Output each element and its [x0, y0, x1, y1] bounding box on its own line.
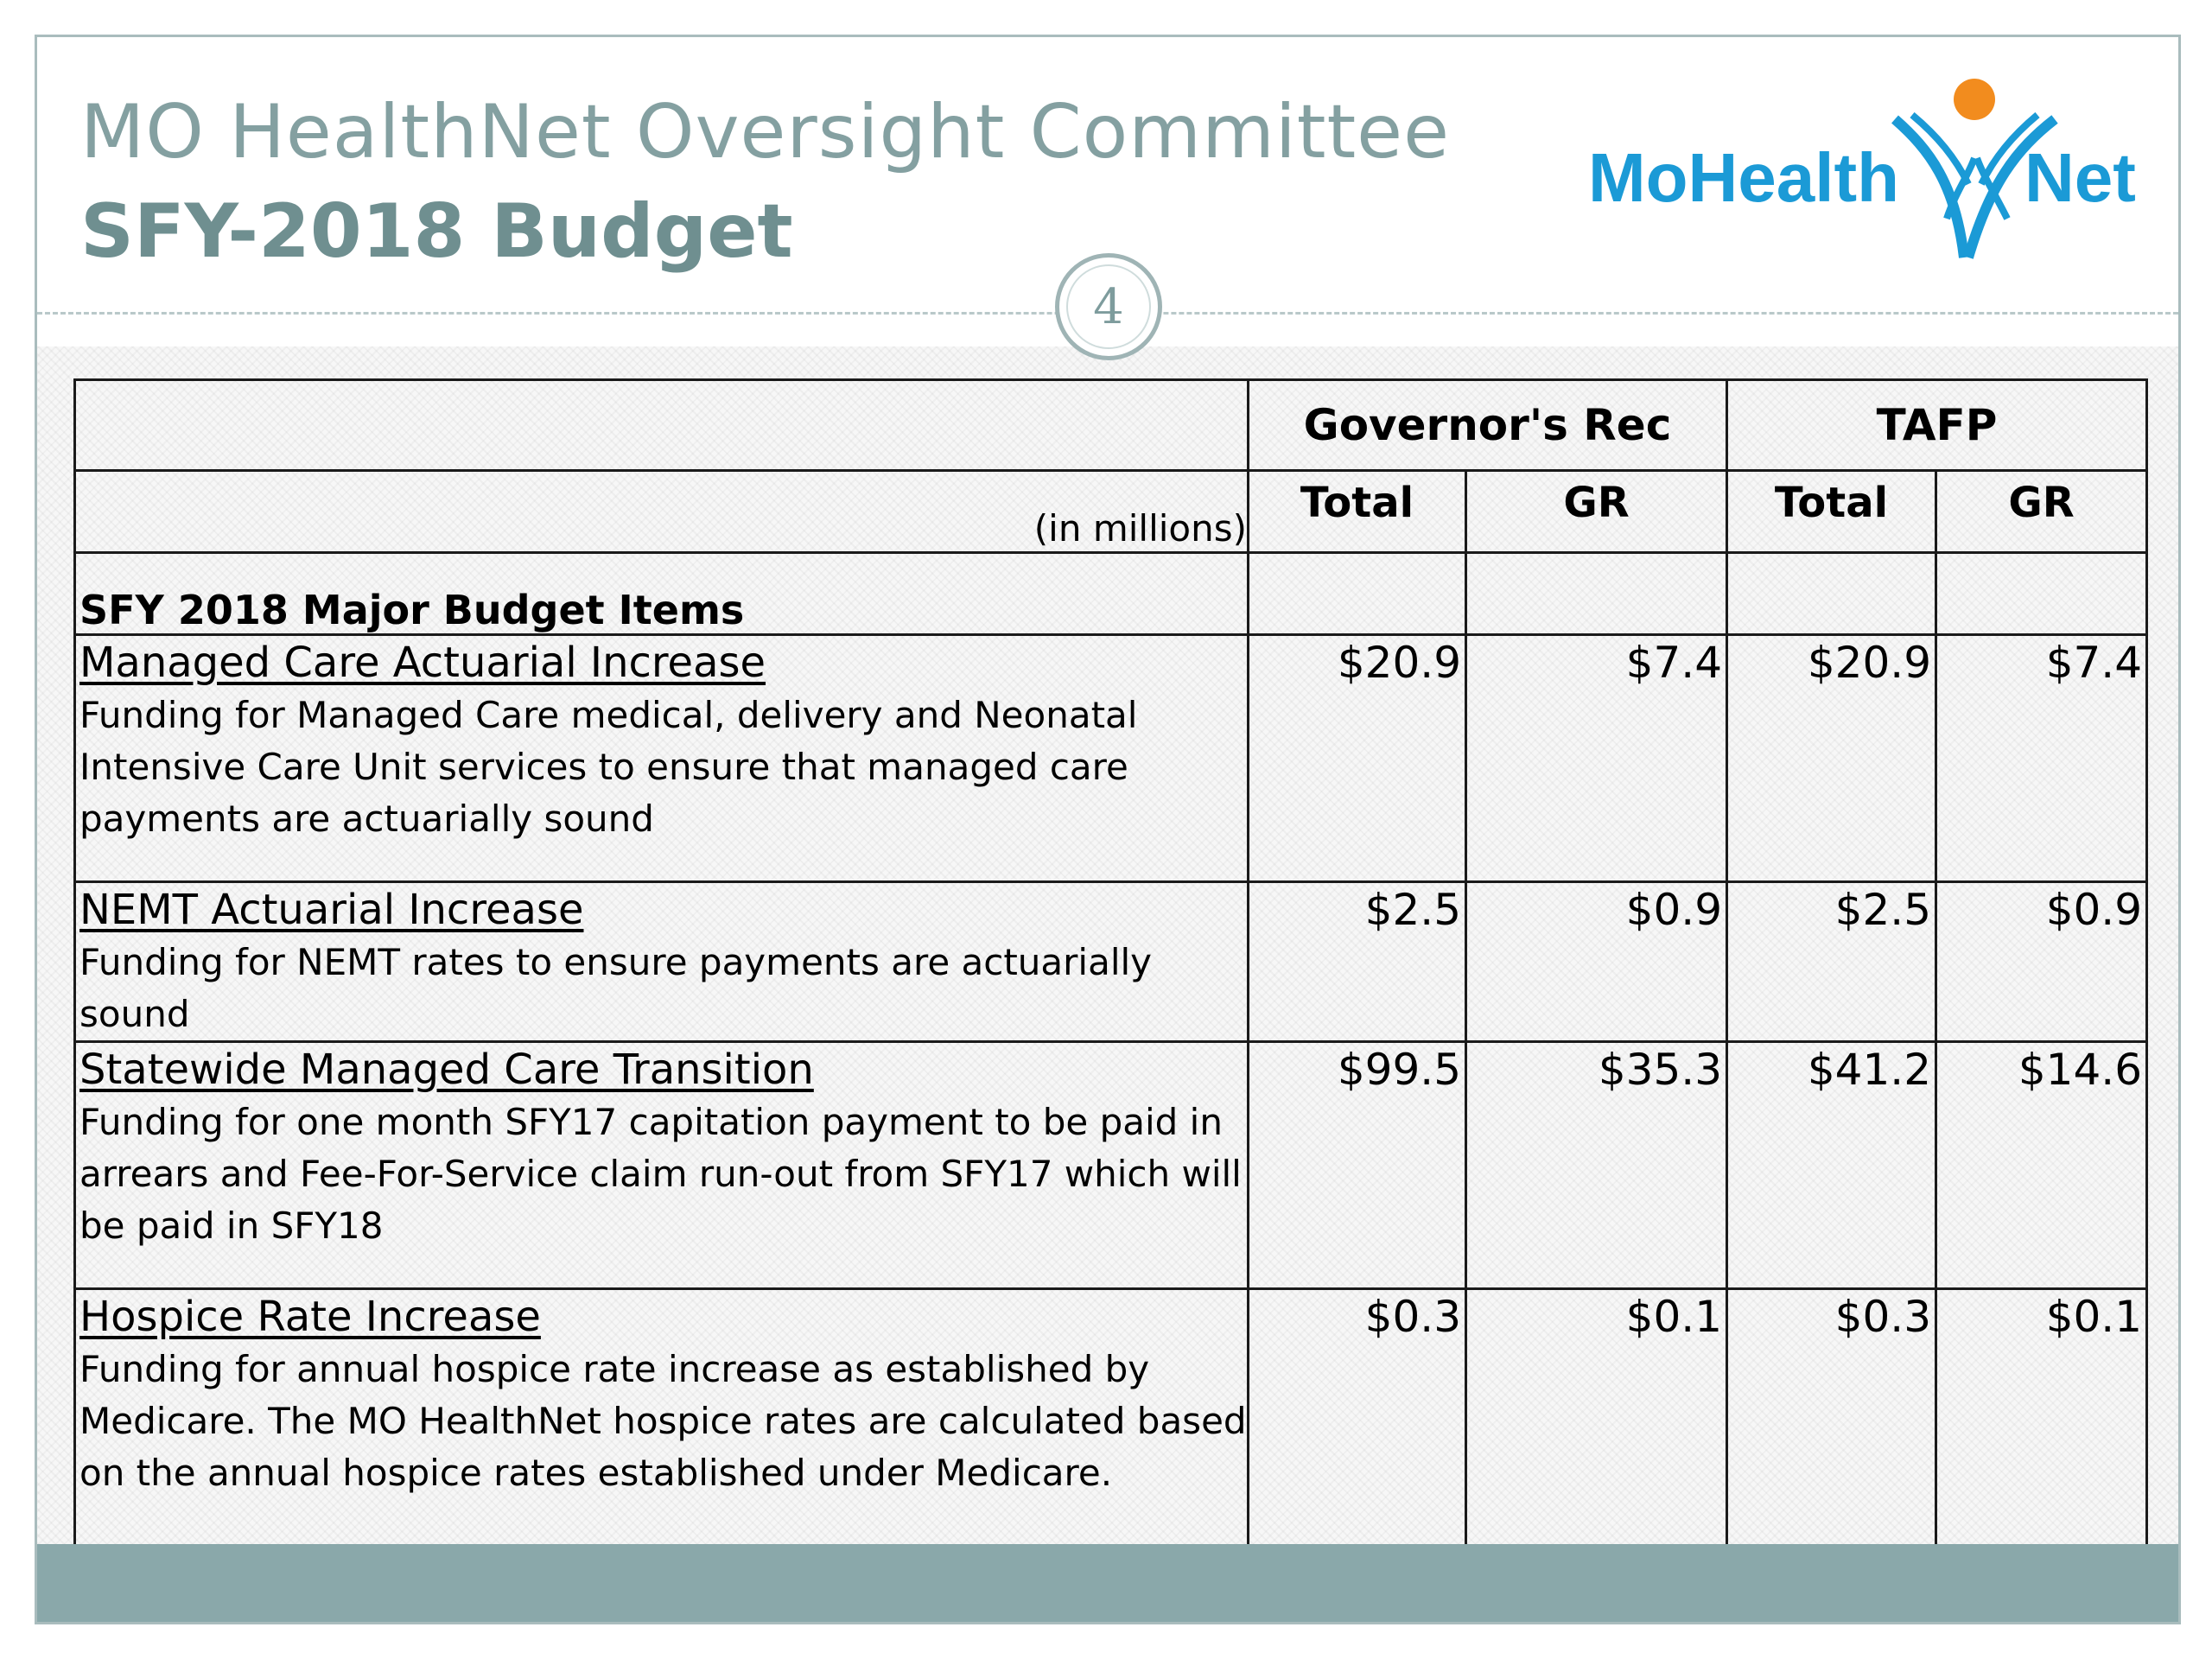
empty-cell	[1247, 551, 1467, 636]
footer-bar	[37, 1544, 2178, 1622]
subheader-tafp-gr: GR	[1934, 469, 2149, 554]
gov-gr-value: $7.4	[1465, 633, 1728, 883]
tafp-gr-value: $7.4	[1934, 633, 2149, 883]
item-title: Hospice Rate Increase	[79, 1293, 541, 1341]
empty-cell	[1726, 551, 1937, 636]
item-cell: Hospice Rate Increase Funding for annual…	[73, 1287, 1249, 1558]
slide: MO HealthNet Oversight Committee SFY-201…	[35, 35, 2181, 1624]
item-description: Funding for NEMT rates to ensure payment…	[79, 941, 1153, 1035]
gov-total-value: $2.5	[1247, 880, 1467, 1043]
table-row: Hospice Rate Increase Funding for annual…	[73, 1287, 2149, 1558]
item-title: NEMT Actuarial Increase	[79, 886, 584, 934]
mohealthnet-logo: MoHealth Net	[1588, 79, 2136, 259]
empty-cell	[1465, 551, 1728, 636]
tafp-gr-value: $0.1	[1934, 1287, 2149, 1558]
budget-table: Governor's Rec TAFP (in millions) Total …	[73, 378, 2149, 1558]
item-cell: Statewide Managed Care Transition Fundin…	[73, 1040, 1249, 1290]
section-label: SFY 2018 Major Budget Items	[73, 551, 1249, 636]
gov-gr-value: $0.9	[1465, 880, 1728, 1043]
header-empty-cell	[73, 378, 1249, 472]
units-label: (in millions)	[73, 469, 1249, 554]
header-tafp: TAFP	[1725, 378, 2149, 472]
subheader-gov-total: Total	[1247, 469, 1467, 554]
table-row: Managed Care Actuarial Increase Funding …	[73, 633, 2149, 883]
item-title: Managed Care Actuarial Increase	[79, 639, 766, 687]
gov-gr-value: $0.1	[1465, 1287, 1728, 1558]
tafp-total-value: $41.2	[1726, 1040, 1937, 1290]
gov-gr-value: $35.3	[1465, 1040, 1728, 1290]
logo-text-left: MoHealth	[1588, 139, 1899, 216]
item-cell: NEMT Actuarial Increase Funding for NEMT…	[73, 880, 1249, 1043]
section-row: SFY 2018 Major Budget Items	[73, 551, 2149, 636]
item-description: Funding for annual hospice rate increase…	[79, 1348, 1247, 1494]
logo-text-right: Net	[2024, 139, 2136, 216]
slide-subtitle: SFY-2018 Budget	[80, 188, 793, 275]
subheader-tafp-total: Total	[1726, 469, 1937, 554]
item-title: Statewide Managed Care Transition	[79, 1046, 814, 1094]
slide-title: MO HealthNet Oversight Committee	[80, 89, 1450, 175]
empty-cell	[1934, 551, 2149, 636]
tafp-gr-value: $14.6	[1934, 1040, 2149, 1290]
slide-number: 4	[1055, 253, 1162, 360]
subheader-gov-gr: GR	[1465, 469, 1728, 554]
tafp-total-value: $20.9	[1726, 633, 1937, 883]
table-row: NEMT Actuarial Increase Funding for NEMT…	[73, 880, 2149, 1043]
header-governors-rec: Governor's Rec	[1247, 378, 1728, 472]
tafp-total-value: $0.3	[1726, 1287, 1937, 1558]
table-header-row: Governor's Rec TAFP	[73, 378, 2149, 472]
tafp-gr-value: $0.9	[1934, 880, 2149, 1043]
item-description: Funding for one month SFY17 capitation p…	[79, 1101, 1242, 1247]
item-description: Funding for Managed Care medical, delive…	[79, 694, 1138, 840]
table-subheader-row: (in millions) Total GR Total GR	[73, 469, 2149, 554]
item-cell: Managed Care Actuarial Increase Funding …	[73, 633, 1249, 883]
gov-total-value: $20.9	[1247, 633, 1467, 883]
logo-orange-dot	[1954, 79, 1995, 120]
tafp-total-value: $2.5	[1726, 880, 1937, 1043]
gov-total-value: $99.5	[1247, 1040, 1467, 1290]
gov-total-value: $0.3	[1247, 1287, 1467, 1558]
table-row: Statewide Managed Care Transition Fundin…	[73, 1040, 2149, 1290]
